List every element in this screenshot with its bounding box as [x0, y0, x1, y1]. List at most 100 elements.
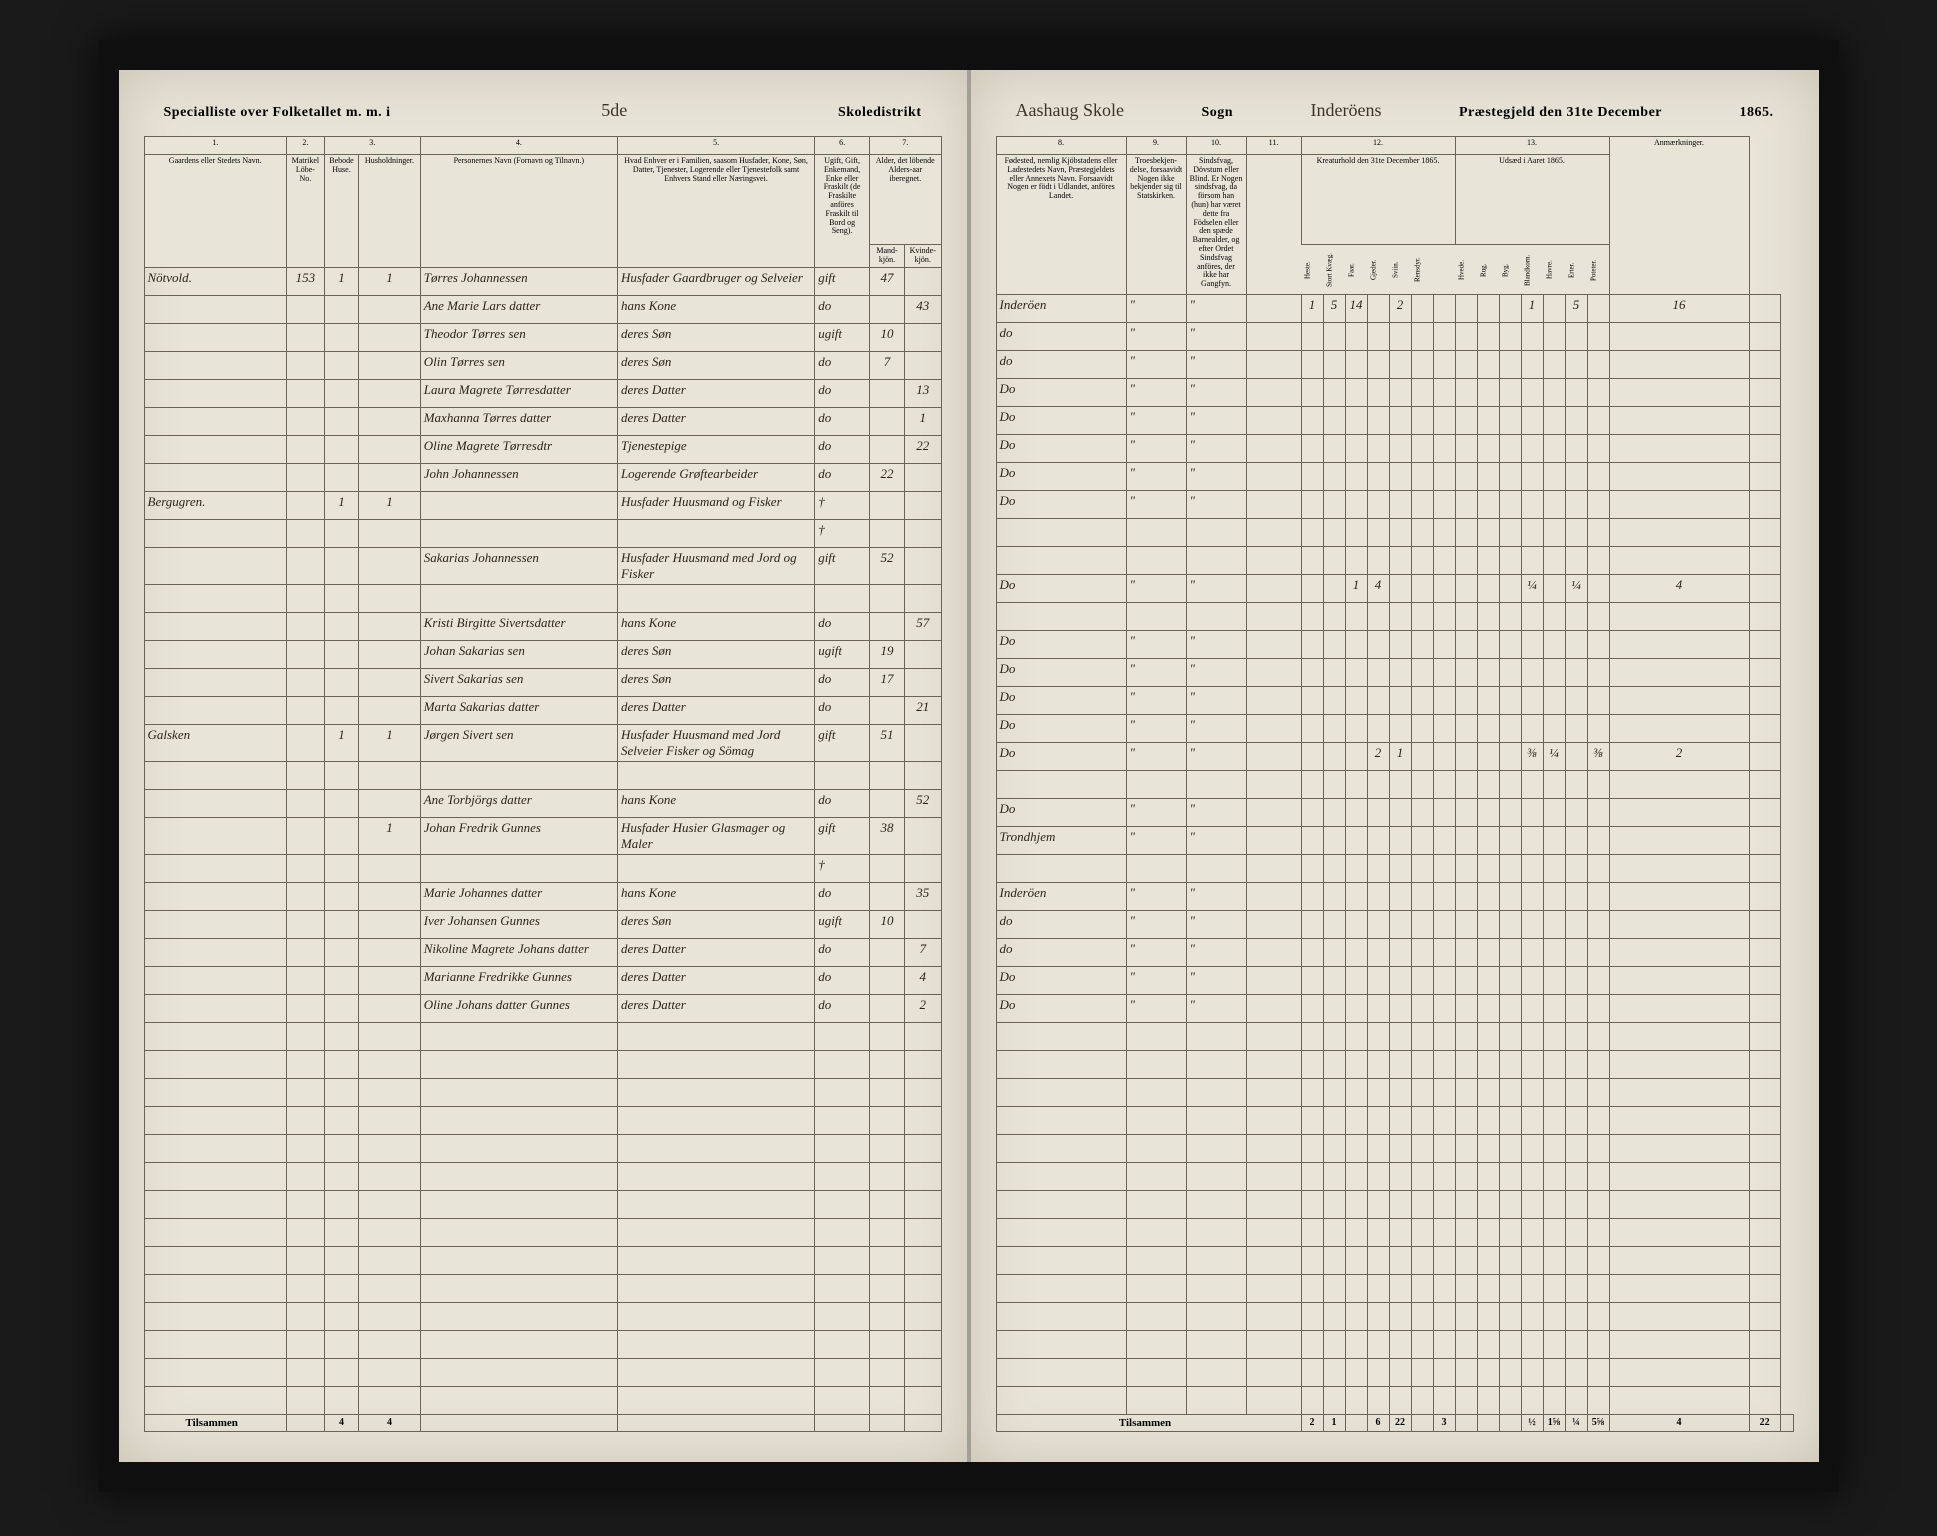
crop-cell	[1477, 351, 1499, 379]
crop-cell	[1543, 379, 1565, 407]
subhead-item: Blandkorn.	[1521, 245, 1543, 295]
crop-cell	[1477, 967, 1499, 995]
table-row	[144, 1078, 941, 1106]
livestock-cell	[1323, 883, 1345, 911]
cell-c1	[144, 584, 286, 612]
cell-c6: ugift	[815, 640, 870, 668]
livestock-cell: 1	[1389, 743, 1411, 771]
cell-c1	[144, 994, 286, 1022]
livestock-cell	[1433, 323, 1455, 351]
cell-c10: "	[1186, 351, 1246, 379]
livestock-cell	[1323, 323, 1345, 351]
head-3a: Bebode Huse.	[324, 155, 358, 268]
cell-c7b	[905, 547, 941, 584]
livestock-cell	[1389, 967, 1411, 995]
livestock-cell	[1345, 519, 1367, 547]
cell-c8: Do	[996, 407, 1126, 435]
table-row	[996, 1107, 1793, 1135]
footer-sum: 4	[1609, 1415, 1749, 1432]
cell-c9: "	[1126, 631, 1186, 659]
anm-cell	[1749, 547, 1780, 575]
table-row	[996, 1079, 1793, 1107]
census-book: Specialliste over Folketallet m. m. i 5d…	[99, 40, 1839, 1492]
table-row: †	[144, 854, 941, 882]
crop-cell	[1521, 911, 1543, 939]
crop-cell	[1499, 547, 1521, 575]
livestock-cell	[1411, 939, 1433, 967]
cell-c2	[286, 910, 324, 938]
table-row	[144, 1246, 941, 1274]
subhead-item: Hvede.	[1455, 245, 1477, 295]
livestock-cell	[1323, 575, 1345, 603]
cell-c7b: 7	[905, 938, 941, 966]
cell-c7b	[905, 584, 941, 612]
cell-c3b: 1	[359, 491, 420, 519]
cell-c7a	[869, 491, 904, 519]
footer-sum: 5⅝	[1587, 1415, 1609, 1432]
crop-cell	[1587, 351, 1609, 379]
livestock-cell	[1411, 995, 1433, 1023]
crop-cell: ¼	[1521, 575, 1543, 603]
table-row	[996, 771, 1793, 799]
crop-cell	[1499, 799, 1521, 827]
crop-cell	[1609, 463, 1749, 491]
cell-c6	[815, 761, 870, 789]
cell-c1	[144, 817, 286, 854]
cell-c4: Marta Sakarias datter	[420, 696, 617, 724]
anm-cell	[1749, 687, 1780, 715]
cell-c8: do	[996, 939, 1126, 967]
left-page: Specialliste over Folketallet m. m. i 5d…	[119, 70, 969, 1462]
cell-c4: Nikoline Magrete Johans datter	[420, 938, 617, 966]
cell-c3a	[324, 696, 358, 724]
cell-c8: do	[996, 911, 1126, 939]
cell-c7a: 52	[869, 547, 904, 584]
cell-c3b	[359, 966, 420, 994]
table-row: Inderöen""	[996, 883, 1793, 911]
anm-cell	[1749, 575, 1780, 603]
crop-cell	[1477, 799, 1499, 827]
cell-c2	[286, 463, 324, 491]
cell-c2	[286, 994, 324, 1022]
table-row	[144, 1358, 941, 1386]
cell-c10: "	[1186, 463, 1246, 491]
crop-cell	[1543, 323, 1565, 351]
crop-cell	[1565, 995, 1587, 1023]
head-12: Kreaturhold den 31te December 1865.	[1301, 155, 1455, 245]
livestock-cell	[1345, 323, 1367, 351]
crop-cell	[1587, 407, 1609, 435]
cell-c7a	[869, 435, 904, 463]
livestock-cell: 4	[1367, 575, 1389, 603]
cell-c3b	[359, 379, 420, 407]
crop-cell	[1543, 687, 1565, 715]
cell-c10	[1186, 771, 1246, 799]
livestock-cell	[1323, 435, 1345, 463]
table-row	[144, 1190, 941, 1218]
head-7b: Kvinde-kjön.	[905, 245, 941, 268]
livestock-cell	[1301, 463, 1323, 491]
head-1: Gaardens eller Stedets Navn.	[144, 155, 286, 268]
crop-cell	[1477, 827, 1499, 855]
livestock-cell	[1389, 687, 1411, 715]
table-row: Olin Tørres senderes Søndo7	[144, 351, 941, 379]
footer-c3a: 4	[324, 1414, 358, 1431]
crop-cell	[1521, 715, 1543, 743]
cell-c3b	[359, 696, 420, 724]
livestock-cell: 5	[1323, 295, 1345, 323]
cell-c8	[996, 603, 1126, 631]
cell-c3b	[359, 910, 420, 938]
livestock-cell	[1389, 491, 1411, 519]
table-row: Do""21⅜¼⅜2	[996, 743, 1793, 771]
crop-cell	[1565, 883, 1587, 911]
cell-c8	[996, 547, 1126, 575]
cell-c3b	[359, 668, 420, 696]
left-header: Specialliste over Folketallet m. m. i 5d…	[144, 100, 942, 121]
table-row: do""	[996, 351, 1793, 379]
livestock-cell	[1367, 827, 1389, 855]
livestock-cell	[1367, 491, 1389, 519]
crop-cell	[1521, 827, 1543, 855]
cell-c3a	[324, 994, 358, 1022]
colnum-3: 3.	[324, 137, 420, 155]
table-row: Kristi Birgitte Sivertsdatterhans Konedo…	[144, 612, 941, 640]
livestock-cell	[1367, 995, 1389, 1023]
table-row: do""	[996, 911, 1793, 939]
